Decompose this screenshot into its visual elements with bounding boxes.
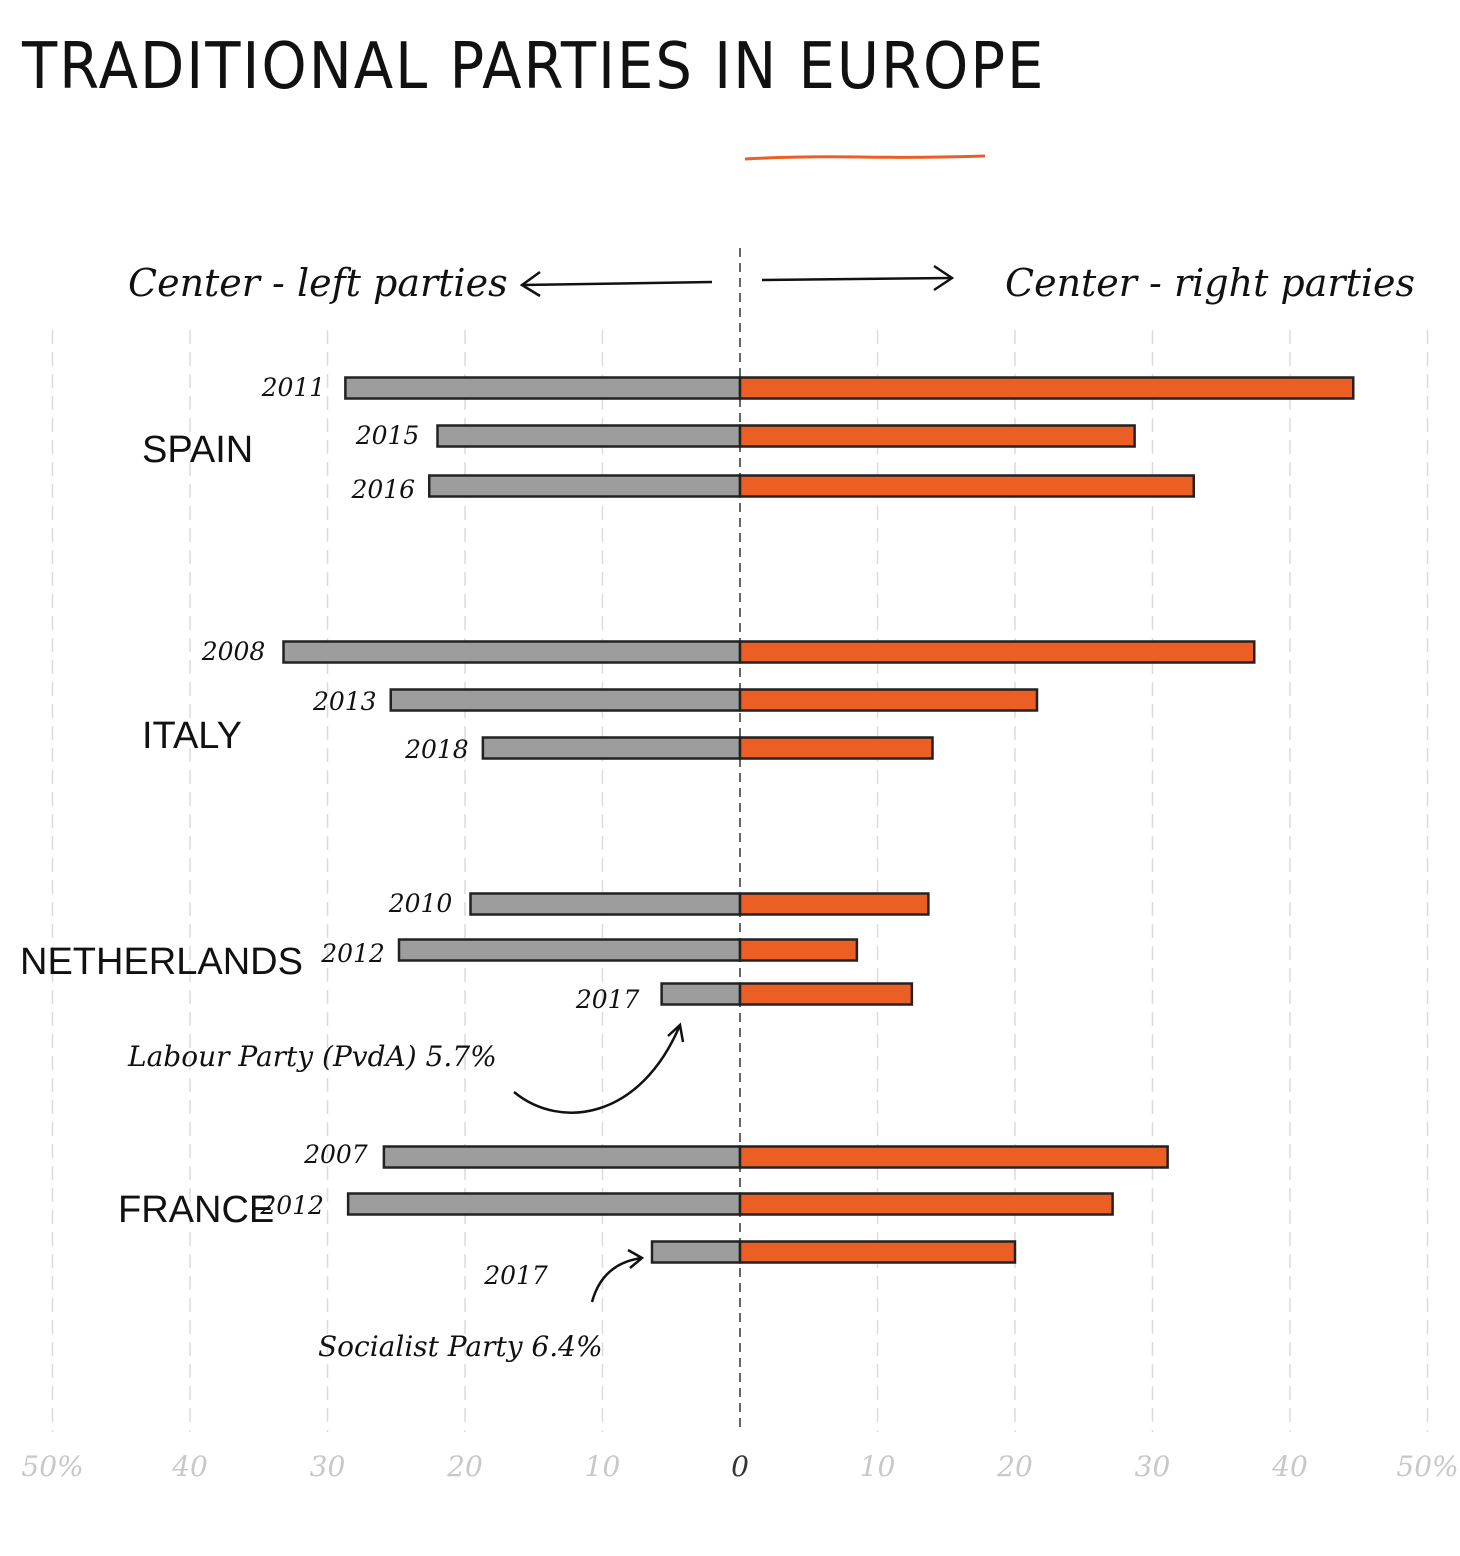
bar-center-right [738,1192,1114,1216]
year-label: 2011 [261,373,326,402]
x-tick-label: 0 [731,1450,749,1483]
bar-center-left [346,1192,742,1216]
annotation-arrow-icon [590,1248,645,1303]
year-label: 2017 [483,1261,548,1290]
bar-center-left [389,688,742,712]
title-underline [744,154,986,161]
annotation-socialist-party: Socialist Party 6.4% [318,1330,603,1363]
grid [51,330,1429,1432]
country-label: SPAIN [142,429,253,471]
bar-center-left [469,892,742,916]
bar-center-right [738,474,1195,498]
bar-center-right [738,424,1136,448]
year-label: 2007 [303,1140,368,1169]
bar-center-left [436,424,742,448]
bar-center-left [344,376,742,400]
row-labels: SPAIN 2011 2015 2016 ITALY 2008 2013 2018 NETHER… [20,373,640,1290]
x-tick-label: 50% [21,1450,83,1483]
right-arrow-icon [761,264,955,292]
year-label: 2013 [312,687,377,716]
x-tick-label: 30 [1135,1450,1171,1483]
chart-title: TRADITIONAL PARTIES IN EUROPE [21,30,1045,104]
annotation-labour-party: Labour Party (PvdA) 5.7% [127,1040,497,1073]
bar-center-right [738,938,859,962]
year-label: 2015 [355,421,420,450]
left-arrow-icon [519,270,713,298]
bar-center-left [397,938,742,962]
year-label: 2016 [350,475,415,504]
x-axis-ticks: 50% 40 30 20 10 0 10 20 30 40 50% [21,1450,1458,1483]
left-direction-label: Center - left parties [128,261,508,305]
bar-center-right [738,892,930,916]
x-tick-label: 10 [585,1450,621,1483]
bar-center-left [382,1145,742,1169]
x-tick-label: 50% [1396,1450,1458,1483]
bar-center-right [738,736,934,760]
year-label: 2010 [388,889,453,918]
year-label: 2017 [575,985,640,1014]
bar-center-left [650,1240,742,1264]
bar-center-left [481,736,742,760]
bars [282,376,1355,1264]
year-label: 2012 [320,939,385,968]
bar-center-left [428,474,742,498]
x-tick-label: 20 [996,1450,1033,1483]
bar-center-right [738,1145,1169,1169]
year-label: 2018 [404,735,469,764]
year-label: 2012 [259,1191,324,1220]
x-tick-label: 40 [171,1450,208,1483]
x-tick-label: 10 [860,1450,896,1483]
annotation-arrow-icon [513,1022,685,1114]
bar-center-right [738,982,914,1006]
x-tick-label: 40 [1271,1450,1308,1483]
country-label: FRANCE [118,1189,274,1231]
bar-center-right [738,640,1256,664]
year-label: 2008 [201,637,266,666]
x-tick-label: 30 [310,1450,346,1483]
x-tick-label: 20 [446,1450,483,1483]
bar-center-right [738,376,1355,400]
country-label: NETHERLANDS [20,941,303,983]
right-direction-label: Center - right parties [1005,261,1415,305]
bar-center-left [660,982,742,1006]
bar-center-left [282,640,742,664]
country-label: ITALY [142,715,242,757]
bar-center-right [738,688,1039,712]
bar-center-right [738,1240,1017,1264]
